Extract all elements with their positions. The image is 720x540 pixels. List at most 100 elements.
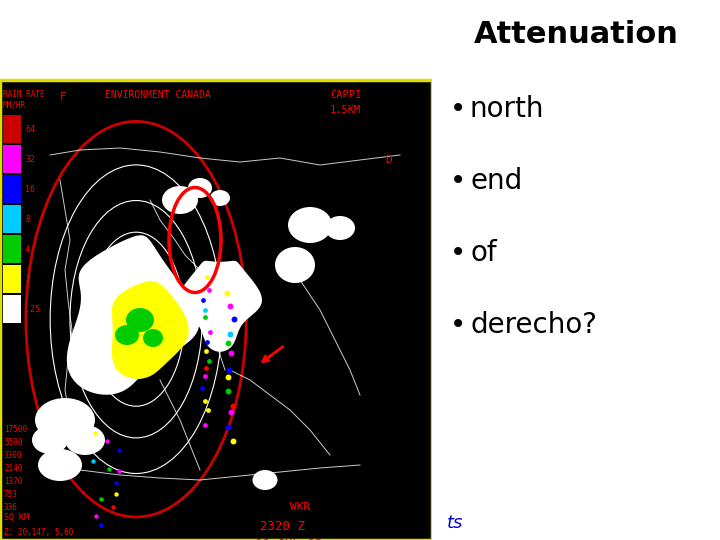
Point	[95, 495, 107, 504]
Text: MM/HR: MM/HR	[3, 100, 26, 109]
Text: WKR: WKR	[290, 502, 310, 512]
Point	[222, 387, 233, 396]
Point	[199, 312, 210, 321]
Ellipse shape	[65, 425, 105, 455]
Text: Z: 20,147, 5,60: Z: 20,147, 5,60	[4, 528, 73, 537]
Text: 336: 336	[4, 503, 18, 512]
Text: D: D	[385, 155, 392, 165]
Point	[199, 396, 211, 405]
Ellipse shape	[32, 426, 68, 454]
Point	[228, 402, 239, 410]
Point	[228, 437, 239, 445]
Ellipse shape	[126, 308, 154, 332]
Text: 64: 64	[25, 125, 35, 133]
Point	[90, 512, 102, 521]
Point	[197, 383, 208, 392]
Point	[225, 349, 237, 357]
Point	[199, 421, 211, 429]
Polygon shape	[67, 235, 199, 395]
Ellipse shape	[210, 190, 230, 206]
Text: •: •	[450, 311, 467, 339]
Bar	[3, 145, 21, 173]
Text: 17500: 17500	[4, 425, 27, 434]
Polygon shape	[275, 247, 315, 283]
Text: 09 JUL 93: 09 JUL 93	[255, 538, 323, 540]
Bar	[0, 80, 432, 540]
Point	[197, 296, 208, 305]
Text: 32: 32	[25, 154, 35, 164]
Text: of: of	[470, 239, 497, 267]
Point	[201, 273, 212, 282]
Bar	[3, 235, 21, 263]
Bar	[3, 115, 21, 143]
Point	[101, 437, 112, 445]
Point	[204, 328, 216, 336]
Point	[103, 465, 114, 474]
Point	[224, 301, 235, 310]
Point	[222, 372, 234, 381]
Bar	[3, 265, 21, 293]
Point	[222, 339, 234, 347]
Text: 1370: 1370	[4, 477, 22, 486]
Text: F: F	[60, 92, 67, 102]
Point	[110, 490, 122, 498]
Text: 1.5KM: 1.5KM	[330, 105, 361, 115]
Polygon shape	[178, 261, 262, 352]
Text: ts: ts	[447, 514, 464, 532]
Point	[199, 372, 211, 380]
Point	[224, 329, 235, 338]
Text: RAIN RATE: RAIN RATE	[3, 90, 45, 99]
Text: 2320 Z: 2320 Z	[260, 520, 305, 533]
Point	[222, 422, 233, 431]
Point	[202, 338, 213, 347]
Ellipse shape	[188, 178, 212, 198]
Point	[221, 289, 233, 298]
Bar	[3, 175, 21, 203]
Point	[203, 286, 215, 295]
Bar	[432, 0, 720, 540]
Text: •: •	[450, 95, 467, 123]
Text: •: •	[450, 167, 467, 195]
Point	[200, 363, 212, 372]
Text: 16: 16	[25, 185, 35, 193]
Bar	[3, 295, 21, 323]
Point	[88, 456, 99, 465]
Text: .25: .25	[25, 305, 40, 314]
Text: SQ KM: SQ KM	[4, 513, 29, 522]
Text: end: end	[470, 167, 522, 195]
Point	[113, 467, 125, 476]
Ellipse shape	[143, 329, 163, 347]
Point	[113, 445, 125, 454]
Ellipse shape	[38, 449, 82, 481]
Point	[110, 479, 122, 488]
Point	[228, 314, 240, 323]
Point	[107, 503, 119, 511]
Point	[89, 429, 100, 437]
Text: 3300: 3300	[4, 451, 22, 460]
Text: ENVIRONMENT CANADA: ENVIRONMENT CANADA	[105, 90, 211, 100]
Text: north: north	[470, 95, 544, 123]
Point	[203, 357, 215, 366]
Text: 2: 2	[25, 274, 30, 284]
Ellipse shape	[115, 325, 139, 345]
Ellipse shape	[162, 186, 198, 214]
Ellipse shape	[325, 216, 355, 240]
Text: 2140: 2140	[4, 464, 22, 473]
Bar	[3, 205, 21, 233]
Point	[223, 365, 235, 374]
Point	[199, 306, 211, 314]
Point	[225, 408, 237, 417]
Point	[200, 347, 212, 356]
Polygon shape	[112, 281, 189, 379]
Text: derecho?: derecho?	[470, 311, 597, 339]
Text: 8: 8	[25, 214, 30, 224]
Ellipse shape	[288, 207, 332, 243]
Text: Attenuation: Attenuation	[474, 20, 678, 49]
Point	[202, 406, 214, 414]
Text: •: •	[450, 239, 467, 267]
Ellipse shape	[35, 398, 95, 442]
Text: 753: 753	[4, 490, 18, 499]
Text: CAPPI: CAPPI	[330, 90, 361, 100]
Point	[95, 520, 107, 529]
Text: 5590: 5590	[4, 438, 22, 447]
